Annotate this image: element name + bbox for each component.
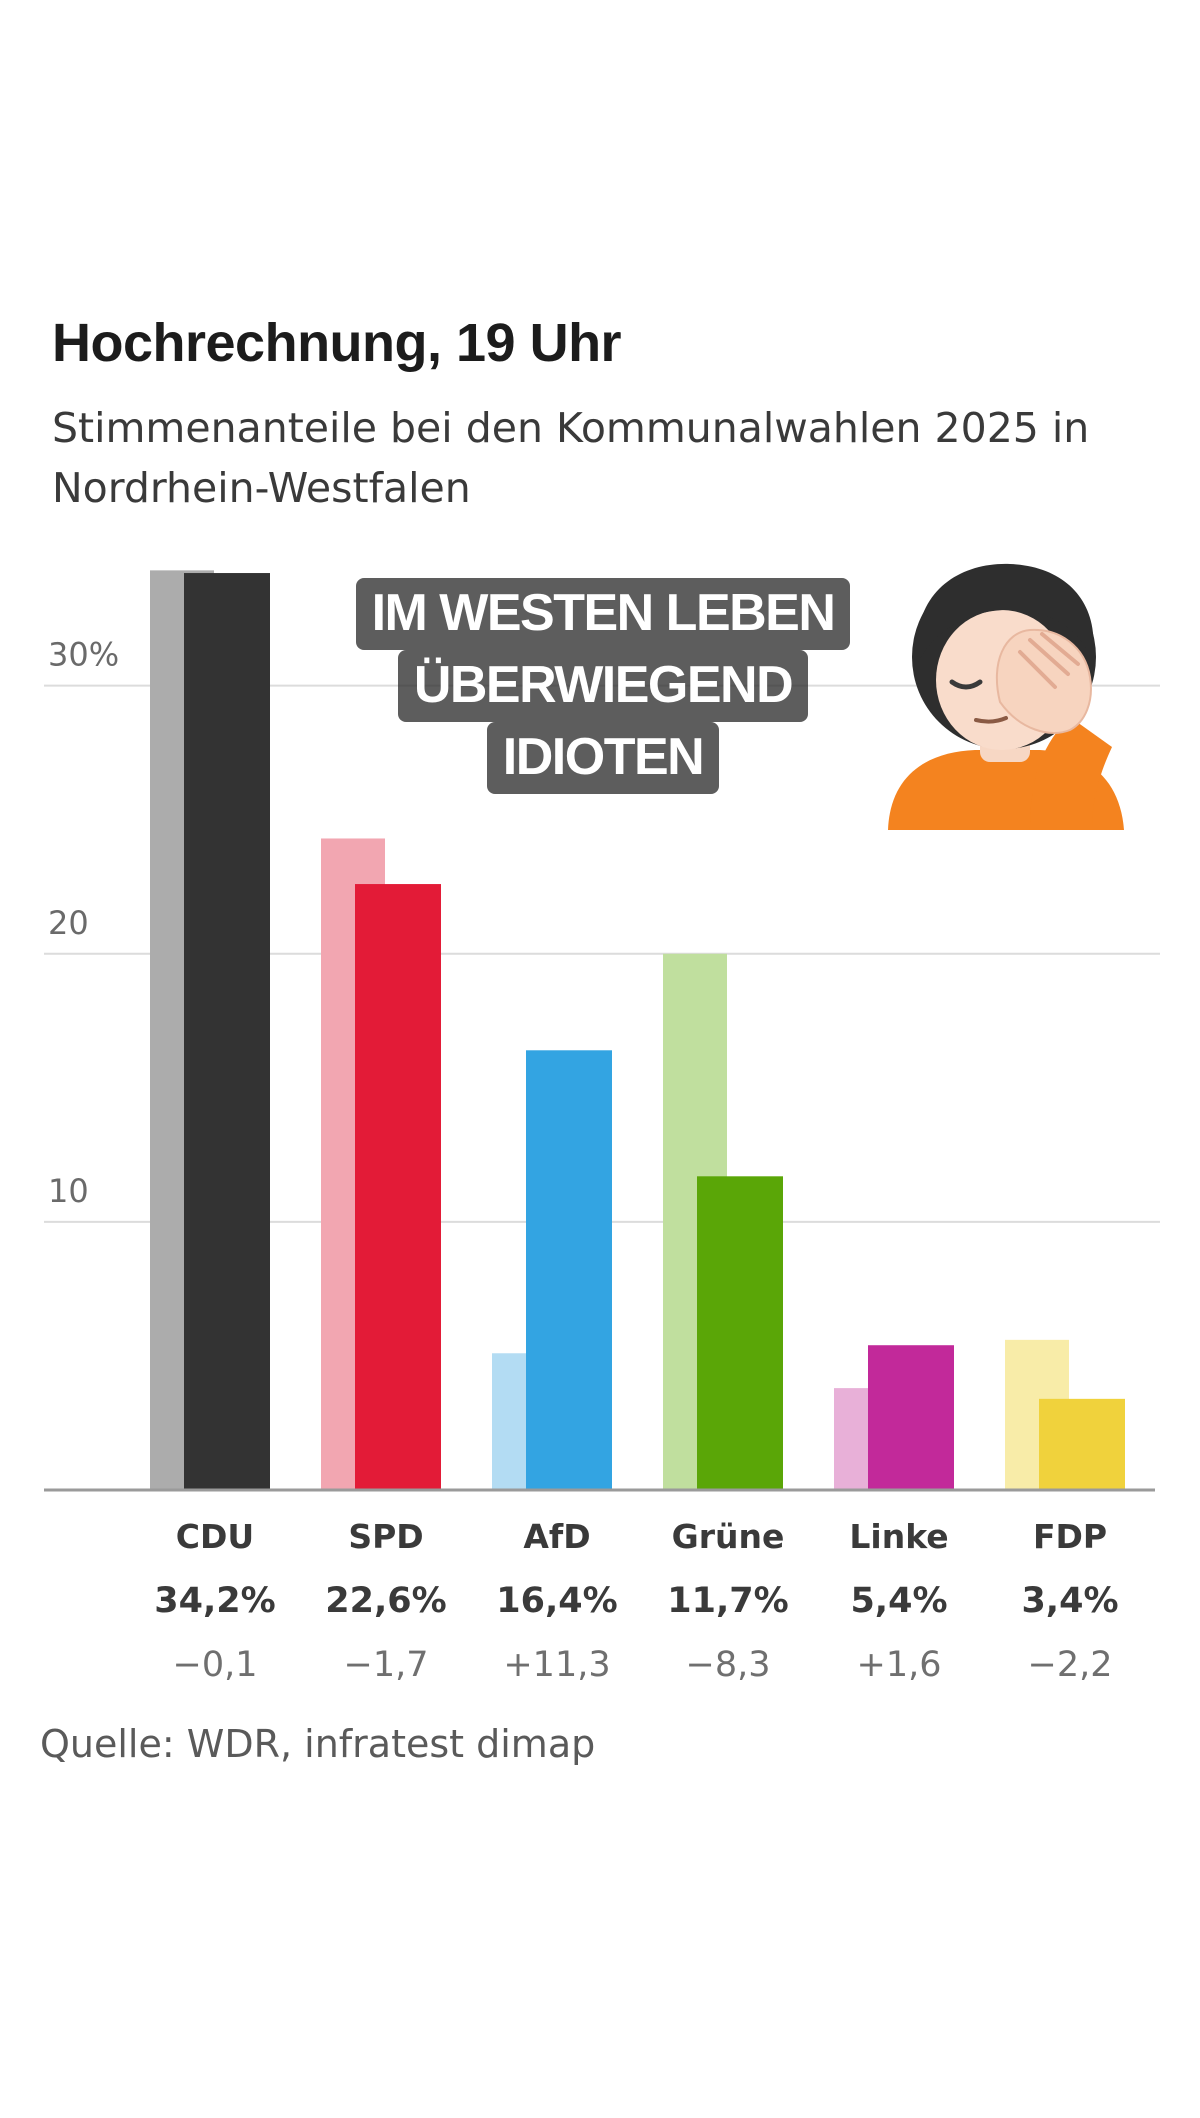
value-label-2: 16,4%	[496, 1581, 617, 1621]
chart-subtitle: Stimmenanteile bei den Kommunalwahlen 20…	[52, 404, 1090, 512]
value-label-4: 5,4%	[850, 1581, 947, 1621]
change-label-4: +1,6	[857, 1645, 942, 1685]
bar-current-5	[1039, 1398, 1125, 1490]
change-label-0: −0,1	[173, 1645, 258, 1685]
facepalm-emoji-icon	[888, 563, 1124, 830]
change-label-1: −1,7	[344, 1645, 429, 1685]
bar-current-2	[526, 1050, 612, 1490]
value-label-5: 3,4%	[1021, 1581, 1118, 1621]
x-category-label-2: AfD	[523, 1517, 590, 1556]
source-note: Quelle: WDR, infratest dimap	[40, 1722, 596, 1766]
bar-current-4	[868, 1345, 954, 1490]
bar-current-3	[697, 1176, 783, 1490]
value-label-0: 34,2%	[154, 1581, 275, 1621]
x-category-label-1: SPD	[348, 1517, 423, 1556]
value-label-1: 22,6%	[325, 1581, 446, 1621]
change-label-2: +11,3	[503, 1645, 610, 1685]
caption-overlay: IM WESTEN LEBEN ÜBERWIEGEND IDIOTEN	[328, 578, 878, 794]
bar-current-1	[355, 884, 441, 1490]
x-category-label-5: FDP	[1033, 1517, 1107, 1556]
bar-current-0	[184, 573, 270, 1490]
value-label-3: 11,7%	[667, 1581, 788, 1621]
caption-line-3: IDIOTEN	[486, 722, 720, 794]
bar-chart: 10 20 30% CDU 34,2% −0,1 SPD 22,6% −1,7 AfD 16,4% +…	[44, 570, 1160, 1685]
change-label-5: −2,2	[1028, 1645, 1113, 1685]
caption-line-2: ÜBERWIEGEND	[397, 650, 809, 722]
y-tick-label-20: 20	[48, 904, 89, 942]
change-label-3: −8,3	[686, 1645, 771, 1685]
y-tick-label-10: 10	[48, 1172, 89, 1210]
x-category-label-3: Grüne	[672, 1517, 785, 1556]
caption-line-1: IM WESTEN LEBEN	[355, 578, 851, 650]
y-tick-label-30: 30%	[48, 636, 119, 674]
chart-title: Hochrechnung, 19 Uhr	[52, 313, 622, 373]
x-category-label-0: CDU	[176, 1517, 254, 1556]
x-category-label-4: Linke	[849, 1517, 948, 1556]
